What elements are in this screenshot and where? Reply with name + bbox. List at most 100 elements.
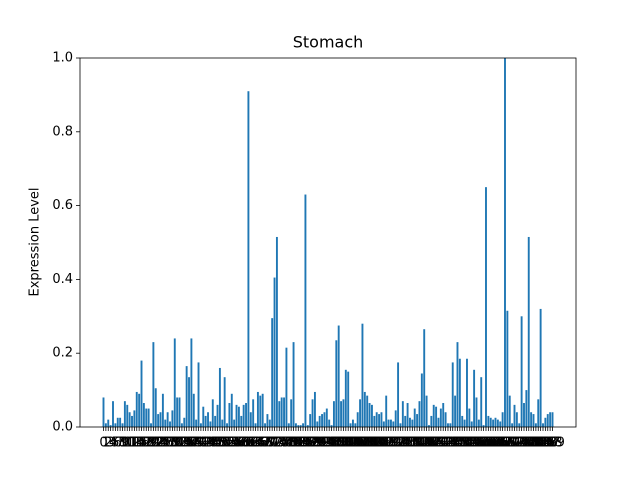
- x-tick-label: 130: [400, 436, 425, 451]
- bar: [107, 419, 110, 427]
- x-tick-label: 151: [450, 436, 475, 451]
- bar: [313, 391, 316, 427]
- bar: [447, 423, 449, 427]
- plot-frame: [79, 57, 577, 428]
- bar: [195, 419, 198, 427]
- x-tick-label: 21: [145, 436, 162, 451]
- bar: [271, 318, 274, 427]
- bar: [461, 415, 464, 427]
- x-tick-label: 152: [452, 436, 477, 451]
- bar: [463, 419, 466, 427]
- bar: [544, 417, 547, 427]
- bar: [359, 399, 362, 427]
- x-tick-label: 23: [150, 436, 167, 451]
- bar: [454, 395, 457, 427]
- x-tick-label: 115: [364, 436, 389, 451]
- x-tick-label: 143: [431, 436, 456, 451]
- bar: [237, 406, 240, 427]
- x-tick-label: 118: [371, 436, 396, 451]
- x-tick-label: 44: [200, 436, 217, 451]
- bar: [342, 399, 345, 427]
- bar: [154, 388, 157, 427]
- bar: [261, 393, 264, 427]
- bar: [131, 415, 133, 427]
- x-tick-label: 150: [447, 436, 472, 451]
- bar: [211, 399, 214, 427]
- x-tick-label: 57: [231, 436, 248, 451]
- y-tick-label: 0.0: [52, 420, 73, 435]
- bar: [185, 366, 188, 427]
- x-tick-label: 58: [233, 436, 250, 451]
- x-tick-label: 135: [412, 436, 437, 451]
- x-tick-label: 16: [133, 436, 150, 451]
- x-tick-label: 1: [102, 436, 110, 451]
- bar: [439, 408, 442, 427]
- x-tick-label: 100: [329, 436, 354, 451]
- bar: [449, 423, 452, 427]
- bar: [285, 347, 288, 427]
- x-tick-label: 68: [257, 436, 274, 451]
- x-tick-label: 136: [414, 436, 439, 451]
- bar: [371, 404, 373, 427]
- x-tick-label: 175: [507, 436, 532, 451]
- bar: [166, 412, 169, 427]
- x-tick-label: 15: [131, 436, 148, 451]
- x-tick-label: 20: [143, 436, 160, 451]
- bar: [123, 401, 126, 427]
- x-tick-label: 140: [424, 436, 449, 451]
- x-tick-label: 187: [535, 436, 560, 451]
- bar: [530, 412, 533, 427]
- bar: [304, 194, 307, 427]
- x-tick-label: 53: [221, 436, 238, 451]
- bar: [363, 391, 366, 427]
- x-tick-label: 168: [490, 436, 515, 451]
- chart-title: Stomach: [293, 33, 364, 52]
- bar: [515, 412, 518, 427]
- bar: [456, 342, 459, 427]
- x-tick-label: 116: [367, 436, 392, 451]
- bar: [325, 408, 328, 427]
- x-tick-label: 45: [202, 436, 219, 451]
- x-tick-label: 3: [106, 436, 114, 451]
- x-tick-label: 109: [350, 436, 375, 451]
- x-tick-label: 90: [309, 436, 326, 451]
- x-tick-label: 85: [297, 436, 314, 451]
- x-tick-label: 183: [526, 436, 551, 451]
- x-tick-label: 172: [500, 436, 525, 451]
- bar: [385, 395, 388, 427]
- x-tick-label: 88: [304, 436, 321, 451]
- bar: [133, 410, 136, 427]
- bar: [230, 393, 233, 427]
- x-tick-label: 63: [245, 436, 262, 451]
- bar: [218, 367, 221, 427]
- bar: [323, 412, 326, 427]
- bar: [432, 404, 435, 427]
- bar: [311, 399, 314, 427]
- x-tick-label: 70: [262, 436, 279, 451]
- x-tick-label: 122: [381, 436, 406, 451]
- x-tick-label: 110: [352, 436, 377, 451]
- bar: [485, 187, 487, 427]
- x-tick-label: 80: [285, 436, 302, 451]
- x-tick-label: 84: [295, 436, 312, 451]
- x-tick-label: 170: [495, 436, 520, 451]
- bar: [161, 393, 164, 427]
- bar: [532, 414, 535, 427]
- x-tick-label: 69: [259, 436, 276, 451]
- bar: [437, 417, 440, 427]
- bar: [180, 423, 183, 427]
- x-tick-label: 10: [119, 436, 136, 451]
- bar: [223, 377, 226, 427]
- bar: [501, 412, 504, 427]
- x-tick-label: 74: [271, 436, 288, 451]
- bar: [178, 397, 181, 427]
- bar: [506, 310, 509, 427]
- x-tick-label: 188: [538, 436, 563, 451]
- x-tick-label: 47: [207, 436, 224, 451]
- bar: [480, 377, 483, 427]
- bar: [458, 358, 461, 427]
- bar: [171, 410, 174, 427]
- x-tick-label: 98: [328, 436, 345, 451]
- x-tick-label: 148: [443, 436, 468, 451]
- bar: [297, 425, 300, 427]
